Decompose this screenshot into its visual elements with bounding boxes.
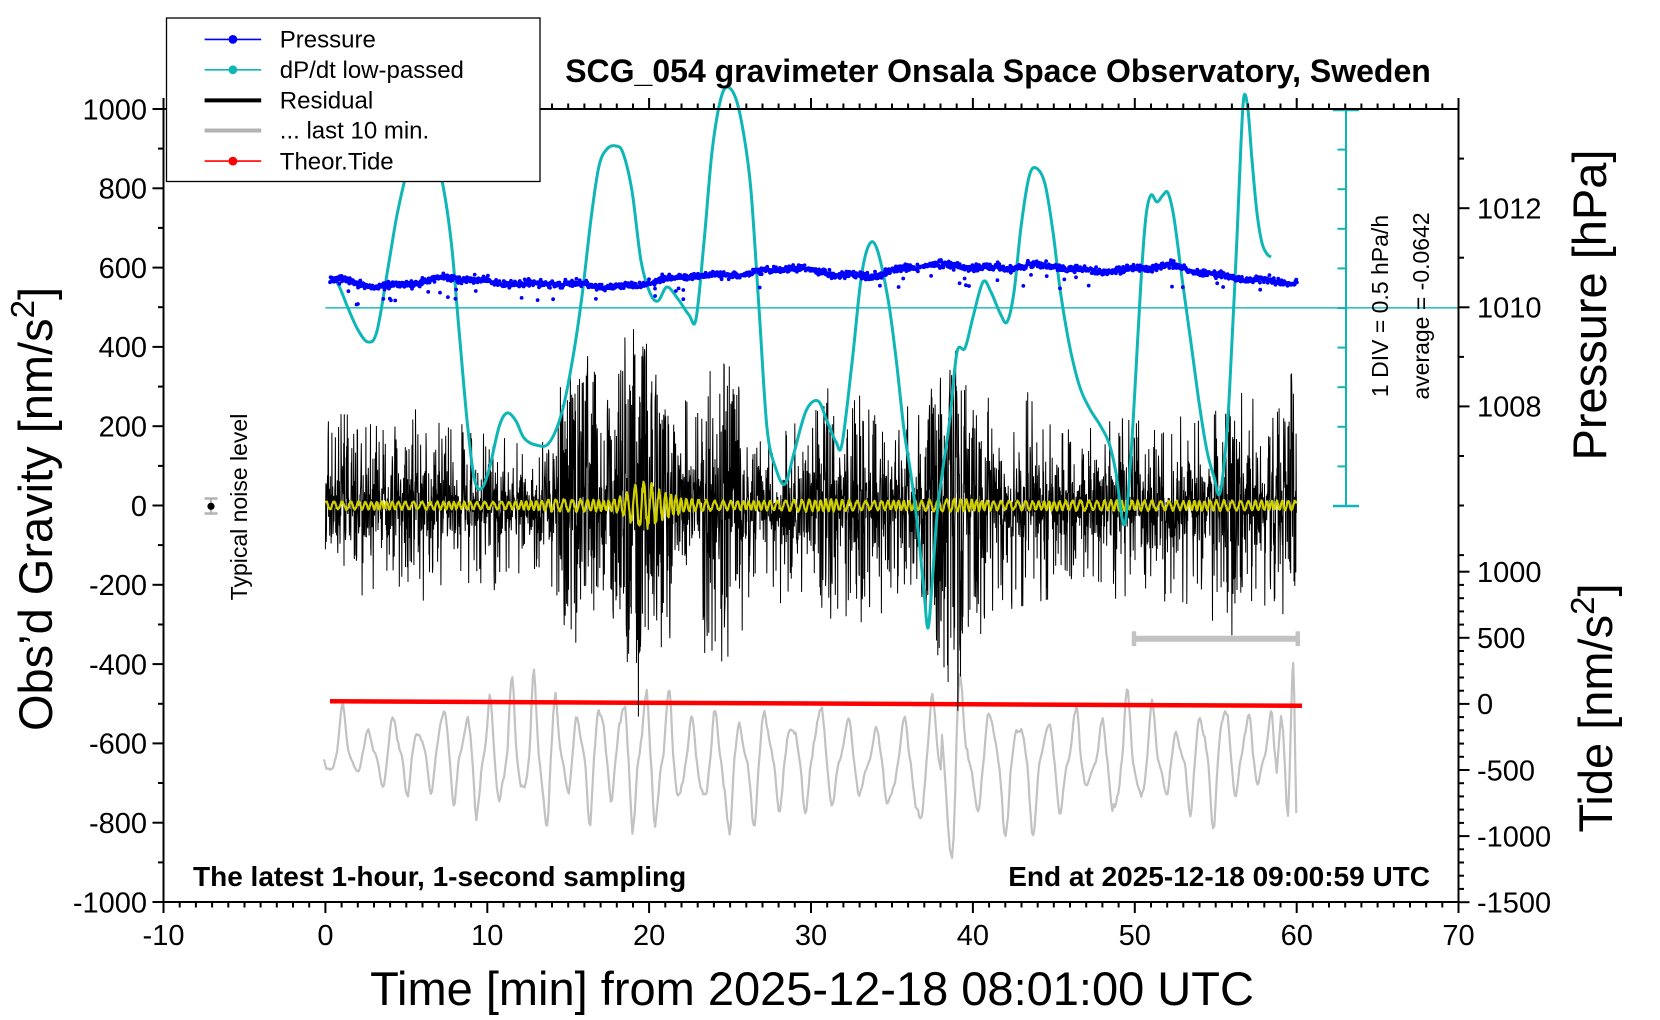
svg-text:The latest 1-hour, 1-second sa: The latest 1-hour, 1-second sampling: [193, 861, 686, 892]
svg-text:1012: 1012: [1477, 194, 1542, 226]
svg-text:Pressure [hPa]: Pressure [hPa]: [1563, 150, 1616, 461]
svg-text:End at 2025-12-18 09:00:59 UTC: End at 2025-12-18 09:00:59 UTC: [1008, 861, 1430, 892]
svg-text:600: 600: [99, 253, 147, 285]
svg-text:Obs’d Gravity [nm/s2]: Obs’d Gravity [nm/s2]: [4, 287, 62, 731]
svg-text:0: 0: [1477, 689, 1493, 721]
svg-text:60: 60: [1281, 920, 1313, 952]
svg-text:-800: -800: [89, 808, 147, 840]
svg-text:Tide [nm/s2]: Tide [nm/s2]: [1564, 583, 1622, 832]
svg-text:-1500: -1500: [1477, 888, 1551, 920]
svg-text:dP/dt low-passed: dP/dt low-passed: [280, 57, 464, 84]
svg-text:-600: -600: [89, 729, 147, 761]
svg-text:0: 0: [317, 920, 333, 952]
svg-text:SCG_054 gravimeter Onsala Spac: SCG_054 gravimeter Onsala Space Observat…: [565, 53, 1431, 89]
svg-text:-10: -10: [143, 920, 185, 952]
svg-text:500: 500: [1477, 623, 1525, 655]
svg-text:-1000: -1000: [1477, 821, 1551, 853]
svg-text:20: 20: [633, 920, 665, 952]
svg-text:-200: -200: [89, 570, 147, 602]
svg-text:1000: 1000: [82, 94, 147, 126]
svg-text:Residual: Residual: [280, 88, 373, 115]
svg-text:30: 30: [795, 920, 827, 952]
svg-text:Time [min] from 2025-12-18 08:: Time [min] from 2025-12-18 08:01:00 UTC: [370, 962, 1254, 1015]
svg-text:average = -0.0642: average = -0.0642: [1408, 212, 1434, 399]
svg-text:-500: -500: [1477, 755, 1535, 787]
svg-text:800: 800: [99, 174, 147, 206]
svg-text:400: 400: [99, 332, 147, 364]
svg-text:Typical noise level: Typical noise level: [226, 414, 252, 601]
svg-text:Theor.Tide: Theor.Tide: [280, 148, 394, 175]
svg-text:Pressure: Pressure: [280, 27, 376, 54]
svg-text:1008: 1008: [1477, 392, 1542, 424]
svg-text:10: 10: [471, 920, 503, 952]
svg-text:-1000: -1000: [73, 887, 147, 919]
svg-text:... last 10 min.: ... last 10 min.: [280, 118, 429, 145]
svg-text:200: 200: [99, 412, 147, 444]
svg-text:-400: -400: [89, 649, 147, 681]
svg-text:1000: 1000: [1477, 557, 1542, 589]
svg-text:0: 0: [131, 491, 147, 523]
svg-text:70: 70: [1442, 920, 1474, 952]
svg-text:1010: 1010: [1477, 293, 1542, 325]
svg-text:50: 50: [1119, 920, 1151, 952]
svg-text:40: 40: [957, 920, 989, 952]
svg-text:1 DIV = 0.5 hPa/h: 1 DIV = 0.5 hPa/h: [1367, 215, 1393, 397]
